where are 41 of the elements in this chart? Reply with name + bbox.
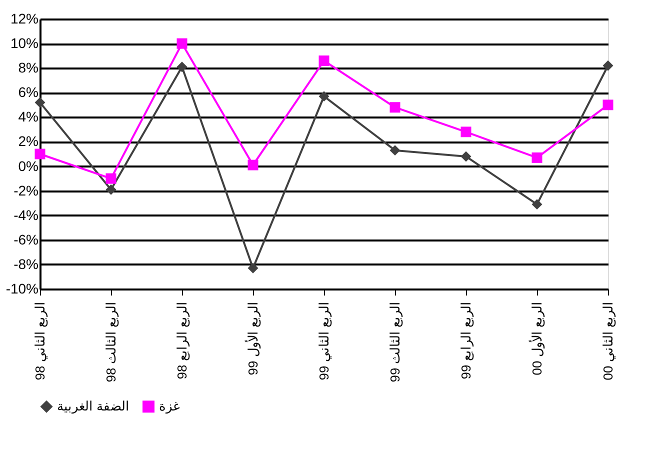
x-tick-label: الربع الأول 00 — [528, 302, 546, 376]
point — [602, 60, 614, 71]
point — [390, 102, 400, 113]
y-tick-label: 4% — [18, 108, 38, 125]
y-tick-label: -6% — [14, 231, 38, 248]
x-tick-label: الربع الثاني 98 — [32, 302, 48, 380]
y-tick-label: 0% — [18, 158, 38, 174]
point — [532, 152, 542, 163]
y-tick-label: 10% — [10, 35, 38, 52]
point — [602, 100, 614, 110]
x-tick-label: الربع الثالث 99 — [388, 302, 404, 382]
point — [106, 184, 116, 195]
y-tick-label: 6% — [18, 84, 38, 100]
x-tick-label: الربع الثاني 99 — [316, 302, 332, 380]
point — [318, 55, 330, 66]
x-tick-label: الربع الرابع 99 — [458, 302, 474, 380]
point — [34, 148, 46, 160]
y-tick-label: -2% — [14, 182, 38, 198]
x-tick-label: الربع الثاني 00 — [600, 302, 616, 380]
point — [460, 126, 472, 138]
point — [390, 145, 400, 156]
y-tick-label: -8% — [14, 256, 38, 272]
point — [248, 160, 258, 170]
point — [460, 151, 472, 162]
y-tick-label: -4% — [14, 206, 38, 223]
y-tick-label: 12% — [10, 10, 38, 26]
y-tick-label: -10% — [6, 280, 38, 296]
x-tick-label: الربع الأول 99 — [244, 302, 262, 376]
y-tick-label: 2% — [18, 133, 38, 150]
point — [318, 91, 330, 102]
point — [176, 38, 188, 49]
legend-label: غزة — [159, 398, 180, 415]
point — [248, 262, 258, 274]
point — [106, 173, 116, 184]
y-tick-label: 8% — [18, 60, 38, 76]
x-tick-label: الربع الرابع 98 — [174, 302, 190, 380]
x-tick-label: الربع الثالث 98 — [104, 302, 120, 382]
point — [532, 199, 542, 210]
point — [176, 62, 188, 72]
point — [34, 97, 46, 108]
legend-label: الضفة الغربية — [57, 398, 130, 415]
